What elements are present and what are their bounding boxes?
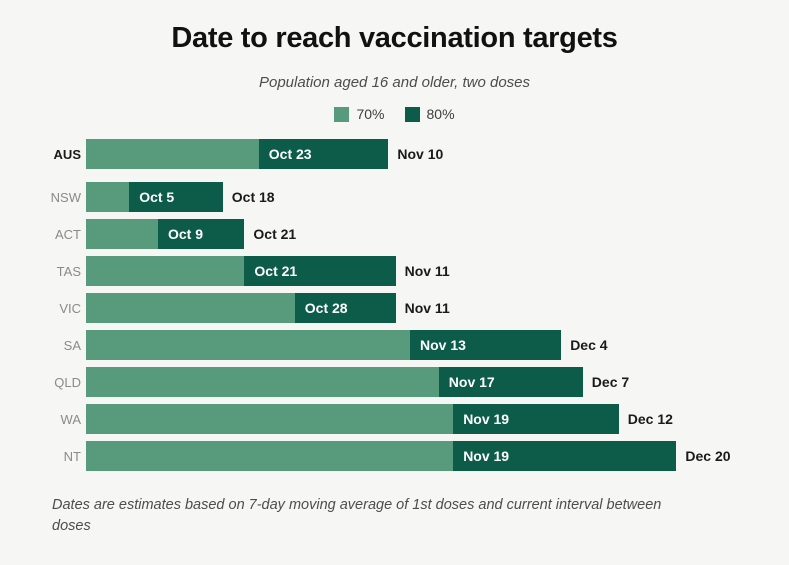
category-label: SA bbox=[63, 337, 81, 353]
category-label: NSW bbox=[50, 189, 81, 205]
bar-70-segment bbox=[86, 182, 130, 212]
legend-label-80: 80% bbox=[426, 106, 455, 122]
chart-subtitle: Population aged 16 and older, two doses bbox=[258, 74, 531, 91]
bar-80-segment: Nov 17 bbox=[438, 367, 583, 397]
category-label: AUS bbox=[53, 146, 81, 162]
bar-80-segment: Nov 19 bbox=[453, 441, 677, 471]
category-label: ACT bbox=[55, 226, 81, 242]
bar-70-segment bbox=[86, 441, 454, 471]
bar-70-segment bbox=[86, 367, 439, 397]
date-80-label: Nov 11 bbox=[404, 263, 450, 279]
category-label: VIC bbox=[59, 300, 81, 316]
date-70-label: Oct 21 bbox=[254, 263, 298, 279]
legend: 70% 80% bbox=[0, 106, 789, 122]
chart-row: TAS Oct 21 Nov 11 bbox=[0, 256, 789, 286]
date-80-label: Oct 21 bbox=[253, 226, 297, 242]
chart-row: SA Nov 13 Dec 4 bbox=[0, 330, 789, 360]
bar-70-segment bbox=[86, 139, 259, 169]
bar-70-segment bbox=[86, 330, 410, 360]
date-70-label: Oct 9 bbox=[168, 226, 204, 242]
bar-70-segment bbox=[86, 256, 245, 286]
date-80-label: Oct 18 bbox=[231, 189, 275, 205]
chart: AUS Oct 23 Nov 10 NSW Oct 5 Oct 18 ACT Oct 9 Oct… bbox=[0, 139, 789, 471]
bar-70-segment bbox=[86, 293, 295, 323]
date-70-label: Nov 13 bbox=[420, 337, 466, 353]
date-70-label: Nov 17 bbox=[448, 374, 495, 390]
date-70-label: Oct 28 bbox=[304, 300, 348, 316]
bar-80-segment: Oct 9 bbox=[158, 219, 245, 249]
legend-item-70: 70% bbox=[334, 106, 385, 122]
date-70-label: Oct 5 bbox=[139, 189, 175, 205]
category-label: TAS bbox=[56, 263, 81, 279]
chart-row: QLD Nov 17 Dec 7 bbox=[0, 367, 789, 397]
bar-80-segment: Nov 13 bbox=[410, 330, 562, 360]
bar-80-segment: Oct 21 bbox=[244, 256, 396, 286]
footnote: Dates are estimates based on 7-day movin… bbox=[52, 497, 662, 535]
chart-row: WA Nov 19 Dec 12 bbox=[0, 404, 789, 434]
category-label: NT bbox=[63, 448, 81, 464]
chart-row: ACT Oct 9 Oct 21 bbox=[0, 219, 789, 249]
legend-swatch-80-icon bbox=[404, 106, 420, 122]
legend-swatch-70-icon bbox=[334, 106, 350, 122]
bar-70-segment bbox=[86, 404, 454, 434]
chart-row: AUS Oct 23 Nov 10 bbox=[0, 139, 789, 169]
page-title: Date to reach vaccination targets bbox=[171, 22, 618, 54]
date-80-label: Dec 12 bbox=[627, 411, 673, 427]
date-80-label: Dec 4 bbox=[570, 337, 608, 353]
category-label: QLD bbox=[54, 374, 81, 390]
bar-80-segment: Nov 19 bbox=[453, 404, 619, 434]
date-70-label: Nov 19 bbox=[463, 448, 510, 464]
category-label: WA bbox=[60, 411, 81, 427]
chart-row: NT Nov 19 Dec 20 bbox=[0, 441, 789, 471]
bar-70-segment bbox=[86, 219, 158, 249]
date-80-label: Nov 11 bbox=[404, 300, 450, 316]
date-70-label: Nov 19 bbox=[463, 411, 510, 427]
chart-row: VIC Oct 28 Nov 11 bbox=[0, 293, 789, 323]
date-80-label: Nov 10 bbox=[397, 146, 444, 162]
date-70-label: Oct 23 bbox=[268, 146, 312, 162]
chart-row: NSW Oct 5 Oct 18 bbox=[0, 182, 789, 212]
legend-item-80: 80% bbox=[404, 106, 455, 122]
date-80-label: Dec 7 bbox=[591, 374, 630, 390]
bar-80-segment: Oct 23 bbox=[258, 139, 389, 169]
date-80-label: Dec 20 bbox=[685, 448, 731, 464]
bar-80-segment: Oct 28 bbox=[294, 293, 396, 323]
legend-label-70: 70% bbox=[356, 106, 385, 122]
bar-80-segment: Oct 5 bbox=[129, 182, 223, 212]
